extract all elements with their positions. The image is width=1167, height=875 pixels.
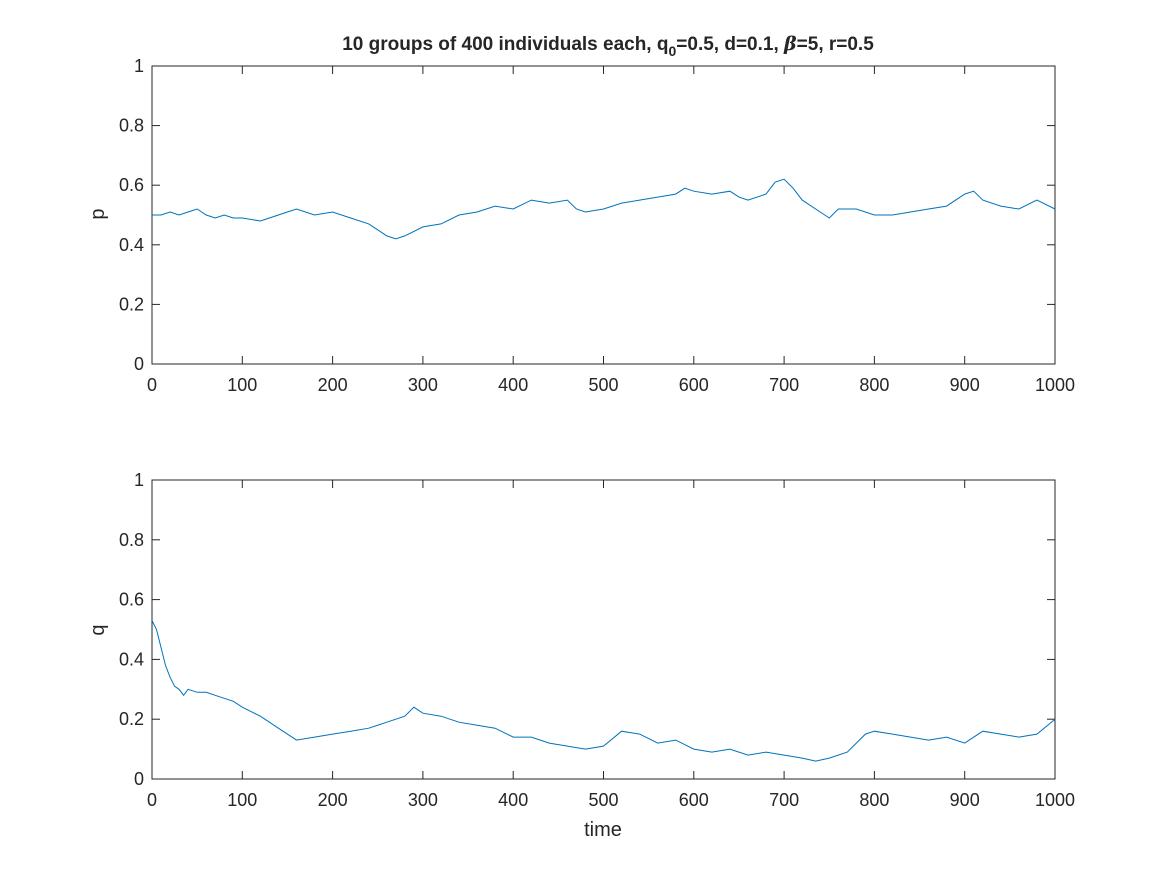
plot-p-ticks [151, 65, 1056, 365]
q-series-line [151, 620, 1056, 762]
title-end: =5, r=0.5 [797, 34, 875, 55]
plot-q-ylabel: q [87, 624, 109, 635]
x-tick-label: 600 [679, 375, 709, 395]
x-tick-label: 600 [679, 790, 709, 810]
plot-q-tick-labels: 0 100 200 300 400 500 600 700 800 900 1000 0 0.2 0.4 0… [119, 470, 1075, 810]
x-tick-label: 800 [859, 790, 889, 810]
x-tick-label: 400 [498, 375, 528, 395]
y-tick-label: 0.2 [119, 709, 144, 729]
y-tick-label: 0 [134, 354, 144, 374]
x-tick-label: 900 [950, 790, 980, 810]
y-tick-label: 0.4 [119, 235, 144, 255]
title-beta: β [783, 33, 797, 55]
y-tick-label: 0.2 [119, 294, 144, 314]
figure-title: 10 groups of 400 individuals each, q0=0.… [342, 33, 874, 59]
x-tick-label: 0 [147, 790, 157, 810]
y-tick-label: 0.6 [119, 590, 144, 610]
x-tick-label: 700 [769, 790, 799, 810]
x-tick-label: 400 [498, 790, 528, 810]
plot-p: 0 100 200 300 400 500 600 700 800 900 1000 0 0.2 0.4 0… [87, 56, 1075, 395]
x-tick-label: 300 [408, 790, 438, 810]
y-tick-label: 0 [134, 769, 144, 789]
x-tick-label: 800 [859, 375, 889, 395]
x-tick-label: 500 [588, 375, 618, 395]
x-tick-label: 200 [318, 375, 348, 395]
x-tick-label: 0 [147, 375, 157, 395]
plot-q-frame [151, 479, 1056, 780]
x-tick-label: 500 [588, 790, 618, 810]
plot-q: 0 100 200 300 400 500 600 700 800 900 1000 0 0.2 0.4 0… [87, 470, 1075, 841]
x-tick-label: 200 [318, 790, 348, 810]
x-tick-label: 100 [227, 375, 257, 395]
x-tick-label: 300 [408, 375, 438, 395]
plot-q-ticks [151, 479, 1056, 780]
y-tick-label: 0.8 [119, 530, 144, 550]
plot-q-xlabel: time [584, 819, 622, 841]
title-main: 10 groups of 400 individuals each, q [342, 34, 668, 55]
x-tick-label: 900 [950, 375, 980, 395]
x-tick-label: 700 [769, 375, 799, 395]
y-tick-label: 0.8 [119, 116, 144, 136]
plot-p-tick-labels: 0 100 200 300 400 500 600 700 800 900 1000 0 0.2 0.4 0… [119, 56, 1075, 395]
plot-p-frame [151, 65, 1056, 365]
p-series-line [152, 178, 1056, 240]
y-tick-label: 1 [134, 56, 144, 76]
x-tick-label: 100 [227, 790, 257, 810]
x-tick-label: 1000 [1035, 790, 1075, 810]
title-rest: =0.5, d=0.1, [676, 34, 784, 55]
y-tick-label: 1 [134, 470, 144, 490]
y-tick-label: 0.6 [119, 175, 144, 195]
title-subscript: 0 [668, 43, 676, 59]
plot-p-ylabel: p [87, 208, 109, 219]
x-tick-label: 1000 [1035, 375, 1075, 395]
y-tick-label: 0.4 [119, 649, 144, 669]
